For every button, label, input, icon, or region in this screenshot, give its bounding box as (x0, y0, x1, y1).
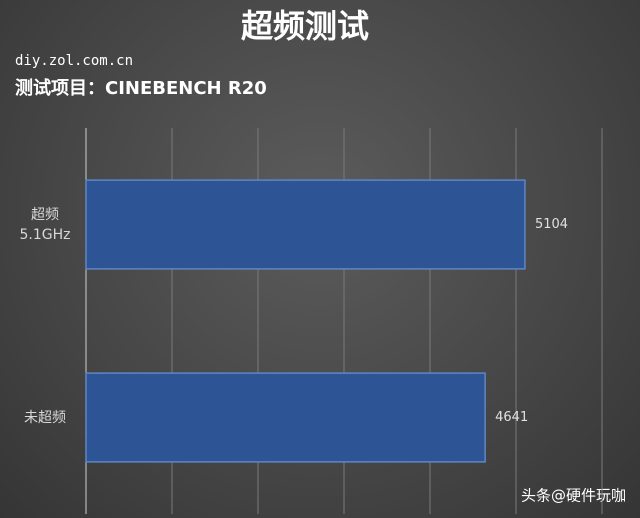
subtitle: diy.zol.com.cn (15, 53, 133, 69)
value-label: 4641 (495, 410, 528, 425)
value-label: 5104 (535, 217, 568, 232)
test-item: 测试项目：CINEBENCH R20 (15, 77, 267, 99)
chart-title: 超频测试 (241, 7, 369, 45)
y-tick-label: 超频 5.1GHz (19, 206, 71, 243)
bar (85, 179, 526, 270)
y-tick-label: 未超频 (24, 409, 66, 426)
watermark: 头条@硬件玩咖 (521, 487, 626, 505)
bar (85, 372, 486, 463)
